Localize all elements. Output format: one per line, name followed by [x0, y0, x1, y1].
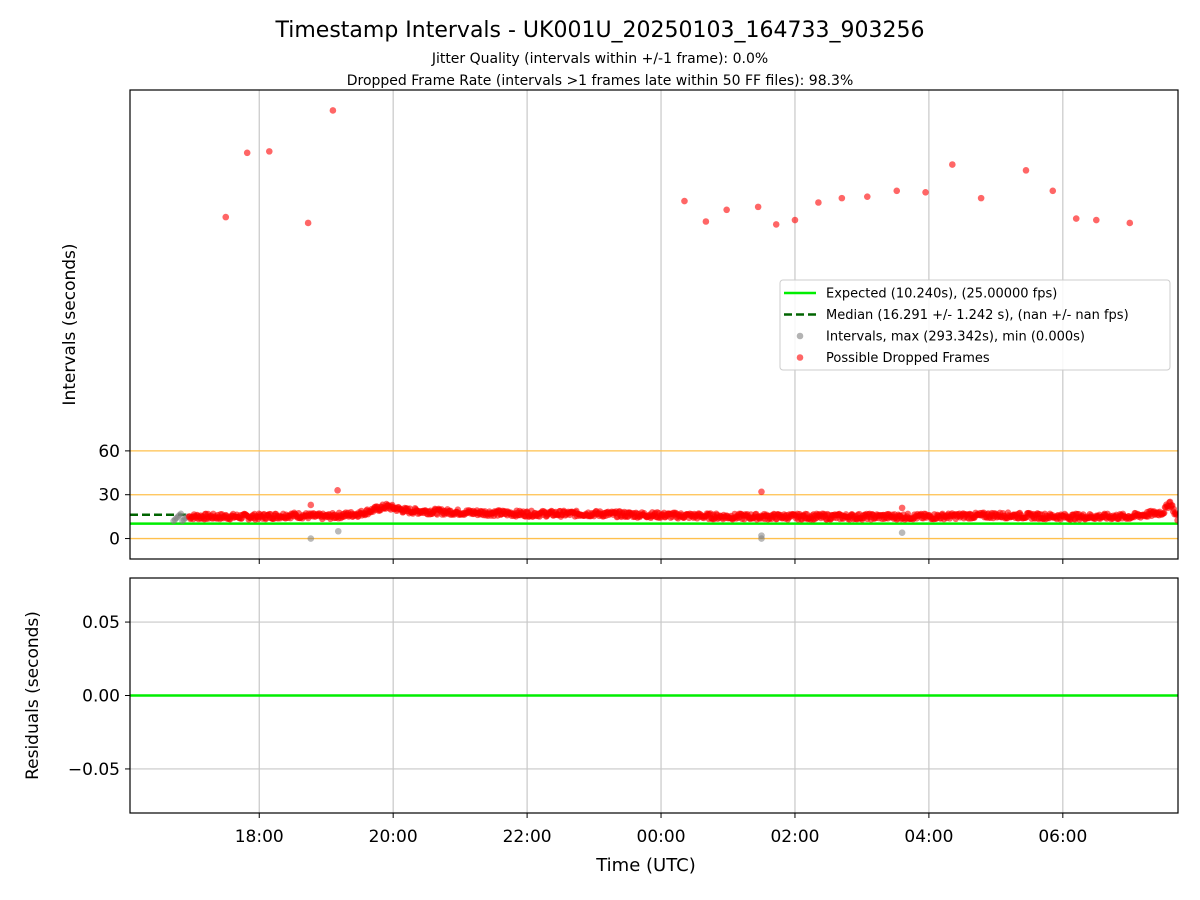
x-tick-label: 20:00	[369, 827, 418, 847]
x-tick-label: 04:00	[904, 827, 953, 847]
dropped-frame-point	[1173, 511, 1178, 518]
intervals-plot-area	[130, 90, 1178, 559]
interval-point	[177, 510, 185, 517]
dropped-frame-point	[334, 487, 341, 494]
x-tick-label: 02:00	[770, 827, 819, 847]
intervals-panel: 0 30 60 Intervals (seconds) Expected (10.240…	[60, 89, 1179, 564]
dropped-frame-point	[949, 161, 956, 168]
legend: Expected (10.240s), (25.00000 fps) Median…	[779, 279, 1171, 371]
interval-point	[758, 532, 765, 539]
dropped-frame-point	[304, 219, 312, 227]
dropped-frame-point	[1174, 517, 1178, 524]
dropped-frame-point	[758, 488, 765, 496]
dropped-frame-point	[1049, 187, 1057, 195]
dropped-frame-point	[243, 149, 251, 157]
y-tick-label: 30	[98, 486, 120, 506]
legend-label: Expected (10.240s), (25.00000 fps)	[826, 287, 1057, 302]
chart-subtitle-dropped-rate: Dropped Frame Rate (intervals >1 frames …	[347, 73, 854, 89]
dropped-frame-point	[791, 216, 799, 224]
y-axis-label: Residuals (seconds)	[23, 611, 43, 780]
dropped-frame-point	[815, 199, 822, 206]
dropped-frame-point	[1126, 219, 1134, 227]
dropped-frame-point	[893, 187, 901, 195]
dropped-frame-point	[723, 206, 730, 214]
y-tick-label: 0	[109, 530, 120, 550]
intervals-axes-frame	[129, 89, 1179, 560]
legend-box	[779, 279, 1171, 371]
y-tick-label: 0.05	[82, 613, 120, 633]
x-axis-label: Time (UTC)	[595, 855, 696, 876]
interval-point	[898, 529, 906, 537]
legend-swatch-intervals	[796, 332, 804, 340]
legend-label: Possible Dropped Frames	[826, 351, 990, 366]
dropped-frame-point	[1022, 167, 1030, 174]
chart-title: Timestamp Intervals - UK001U_20250103_16…	[275, 18, 925, 43]
dropped-frame-point	[838, 194, 846, 202]
x-tick-label: 22:00	[503, 827, 552, 847]
x-tick-label: 06:00	[1038, 827, 1087, 847]
y-tick-label: −0.05	[68, 760, 120, 780]
dropped-frame-point	[1072, 215, 1080, 222]
dropped-frame-point	[1093, 216, 1100, 224]
legend-swatch-dropped	[796, 354, 804, 361]
dropped-frame-point	[702, 218, 710, 225]
dropped-frame-point	[329, 107, 337, 114]
legend-label: Intervals, max (293.342s), min (0.000s)	[826, 330, 1085, 345]
dropped-frame-point	[922, 188, 929, 196]
dropped-frame-point	[863, 193, 871, 200]
chart-subtitle-jitter: Jitter Quality (intervals within +/-1 fr…	[431, 51, 768, 67]
dropped-frame-point	[265, 148, 273, 155]
x-tick-label: 00:00	[637, 827, 686, 847]
legend-label: Median (16.291 +/- 1.242 s), (nan +/- na…	[826, 308, 1129, 323]
interval-point	[307, 535, 315, 542]
dropped-frame-point	[1161, 509, 1168, 517]
x-tick-label: 18:00	[235, 827, 284, 847]
y-tick-label: 60	[98, 442, 120, 462]
dropped-frame-point	[898, 504, 906, 512]
y-axis-label: Intervals (seconds)	[60, 243, 80, 405]
dropped-frame-point	[222, 213, 230, 221]
dropped-frame-point	[307, 501, 315, 509]
dropped-frame-point	[772, 221, 780, 228]
y-tick-label: 0.00	[82, 687, 120, 707]
interval-point	[334, 527, 342, 535]
dropped-frame-point	[977, 194, 985, 202]
dropped-frame-point	[681, 197, 688, 205]
dropped-frame-point	[754, 203, 762, 211]
residuals-panel: 0.05 0.00 −0.05 18:00 20:00 22:00 00:00 02:00 04…	[23, 577, 1179, 876]
